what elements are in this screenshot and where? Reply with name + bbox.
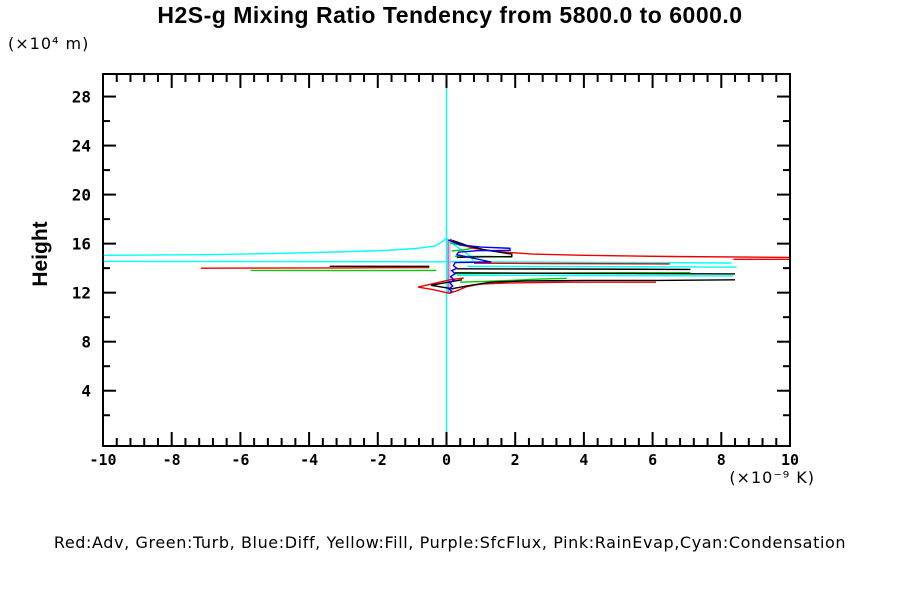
svg-text:-6: -6 [231, 451, 249, 469]
svg-text:6: 6 [648, 451, 657, 469]
svg-text:16: 16 [72, 235, 91, 254]
svg-text:8: 8 [81, 333, 91, 352]
svg-text:28: 28 [72, 88, 91, 107]
svg-text:4: 4 [579, 451, 588, 469]
svg-text:0: 0 [442, 451, 451, 469]
chart-title: H2S-g Mixing Ratio Tendency from 5800.0 … [157, 2, 743, 28]
svg-text:12: 12 [72, 284, 91, 303]
svg-text:10: 10 [781, 451, 799, 469]
svg-text:20: 20 [72, 186, 91, 205]
svg-text:8: 8 [717, 451, 726, 469]
x-axis-unit-label: (×10⁻⁹ K) [729, 468, 815, 487]
y-axis-unit-label: (×10⁴ m) [8, 34, 90, 53]
svg-text:-2: -2 [369, 451, 387, 469]
svg-text:-8: -8 [163, 451, 181, 469]
svg-text:-4: -4 [300, 451, 318, 469]
svg-text:4: 4 [81, 382, 91, 401]
svg-text:2: 2 [511, 451, 520, 469]
svg-text:-10: -10 [89, 451, 116, 469]
svg-text:24: 24 [72, 137, 91, 156]
legend-text: Red:Adv, Green:Turb, Blue:Diff, Yellow:F… [53, 533, 847, 552]
